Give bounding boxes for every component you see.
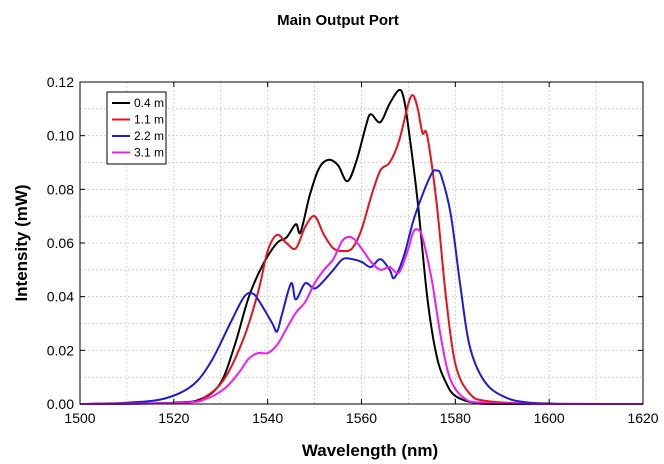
series-line-1-1-m [79,94,643,406]
series-line-2-2-m [79,169,643,405]
x-tick-label: 1520 [158,410,189,426]
y-tick-label: 0.12 [47,74,74,90]
series-lines [79,88,643,406]
axis-ticks: 1500 1520 1540 1560 1580 1600 1620 0.00 0.02 0.04… [47,74,659,426]
x-tick-label: 1500 [64,410,95,426]
y-tick-label: 0.06 [47,235,74,251]
x-tick-label: 1540 [252,410,283,426]
chart-title: Main Output Port [277,12,399,29]
legend-label: 1.1 m [134,113,164,127]
y-tick-label: 0.04 [47,289,74,305]
y-axis-label: Intensity (mW) [12,184,31,301]
x-tick-label: 1560 [346,410,377,426]
x-tick-label: 1620 [627,410,658,426]
legend-label: 3.1 m [134,146,164,160]
x-tick-label: 1600 [534,410,565,426]
legend-label: 0.4 m [134,96,164,110]
x-axis-label: Wavelength (nm) [302,441,438,460]
y-tick-label: 0.00 [47,396,74,412]
legend: 0.4 m 1.1 m 2.2 m 3.1 m [106,91,167,165]
legend-label: 2.2 m [134,129,164,143]
grid-lines [80,82,643,404]
y-tick-label: 0.08 [47,181,74,197]
x-tick-label: 1580 [440,410,471,426]
y-tick-label: 0.02 [47,342,74,358]
y-tick-label: 0.10 [47,128,74,144]
series-line-3-1-m [79,228,643,406]
series-line-0-4-m [79,88,643,406]
